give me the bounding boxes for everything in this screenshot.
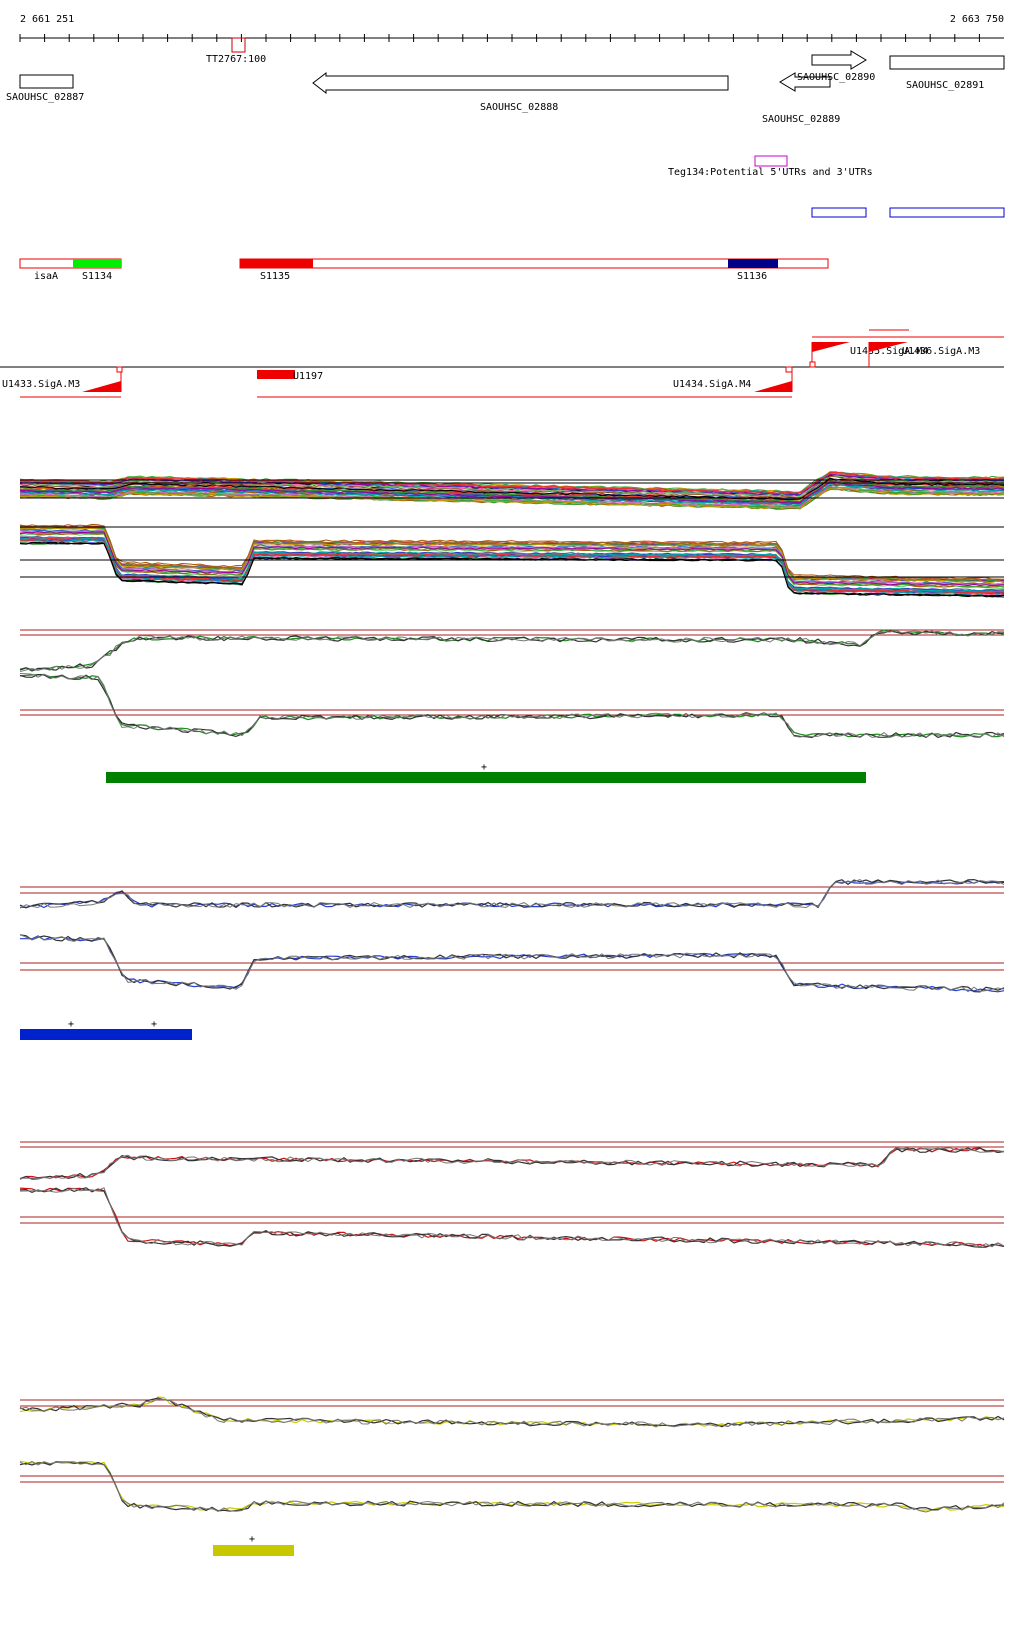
gene-SAOUHSC-02889[interactable] (779, 72, 831, 92)
segment-bar-blue[interactable] (20, 1029, 192, 1040)
plus-marker: + (249, 1534, 255, 1545)
coordinate-ruler: 2 661 251 2 663 750 (19, 14, 1004, 42)
promoter-label: U1435.SigA.M4 (850, 346, 928, 357)
overview-forward-line (19, 475, 1005, 498)
forward-strand-line (19, 1397, 1005, 1428)
expression-panel-2 (19, 878, 1005, 993)
promoter-label: U1197 (293, 371, 323, 382)
srna-label: isaA (34, 271, 58, 282)
gene-SAOUHSC-02888[interactable] (312, 71, 729, 95)
segment-bar-green[interactable] (106, 772, 866, 783)
srna-S1134[interactable] (73, 259, 121, 268)
srna-label: S1134 (82, 271, 112, 282)
reverse-strand-line (19, 673, 1005, 739)
end-coordinate: 2 663 750 (950, 14, 1004, 25)
expression-overview (19, 471, 1005, 598)
reverse-strand-line (19, 1461, 1005, 1512)
overview-reverse-line (19, 523, 1005, 580)
reverse-strand-line (19, 1460, 1005, 1513)
utr-track: Teg134:Potential 5'UTRs and 3'UTRs (668, 155, 873, 178)
expression-panel-3 (19, 1141, 1005, 1248)
forward-strand-line (19, 629, 1005, 671)
overview-forward-line (19, 483, 1005, 506)
reverse-strand-line (19, 1187, 1005, 1248)
promoter-label: U1436.SigA.M3 (902, 346, 980, 357)
promoter-U1197[interactable] (257, 370, 295, 379)
gene-label: SAOUHSC_02887 (6, 92, 84, 103)
promoter-label: U1433.SigA.M3 (2, 379, 80, 390)
plus-marker: + (481, 762, 487, 773)
forward-strand-line (19, 1147, 1005, 1180)
promoter-U1434[interactable] (754, 381, 792, 392)
gene-track: SAOUHSC_02887 TT2767:100 SAOUHSC_02888 S… (6, 37, 1005, 125)
utr-Teg134[interactable] (754, 155, 788, 167)
expression-panel-1 (19, 629, 1005, 739)
start-coordinate: 2 661 251 (20, 14, 74, 25)
srna-label: S1135 (260, 271, 290, 282)
srna-S1135[interactable] (240, 259, 313, 268)
overview-reverse-line (19, 527, 1005, 583)
reverse-strand-line (19, 934, 1005, 993)
plus-marker: + (151, 1019, 157, 1030)
gene-SAOUHSC-02887[interactable] (19, 74, 74, 89)
promoter-track: U1433.SigA.M3 U1197 U1434.SigA.M4 U1435.… (0, 329, 1004, 398)
overview-forward-line (19, 485, 1005, 508)
terminator-label: TT2767:100 (206, 54, 266, 65)
reverse-strand-line (19, 1187, 1005, 1248)
expression-panel-4 (19, 1396, 1005, 1513)
gene-label: SAOUHSC_02890 (797, 72, 875, 83)
forward-strand-line (19, 1398, 1005, 1428)
gene-label: SAOUHSC_02888 (480, 102, 558, 113)
forward-strand-line (19, 878, 1005, 909)
forward-strand-line (19, 879, 1005, 909)
ruler-ticks (19, 34, 980, 42)
region-box[interactable] (811, 207, 867, 218)
overview-forward-line (19, 475, 1005, 499)
overview-reverse-line (19, 531, 1005, 587)
gene-label: SAOUHSC_02889 (762, 114, 840, 125)
srna-S1136[interactable] (728, 259, 778, 268)
region-box[interactable] (889, 207, 1005, 218)
terminator-TT2767[interactable] (231, 37, 246, 53)
region-box-track (811, 207, 1005, 218)
promoter-label: U1434.SigA.M4 (673, 379, 751, 390)
gene-SAOUHSC-02890[interactable] (811, 50, 867, 70)
gene-label: SAOUHSC_02891 (906, 80, 984, 91)
srna-label: S1136 (737, 271, 767, 282)
utr-label: Teg134:Potential 5'UTRs and 3'UTRs (668, 167, 873, 178)
forward-strand-line (19, 1147, 1005, 1180)
segment-bar-yellow[interactable] (213, 1545, 294, 1556)
overview-forward-line (19, 471, 1005, 494)
srna-track: isaA S1134 S1135 S1136 (19, 258, 829, 282)
overview-reverse-line (19, 541, 1005, 598)
gene-SAOUHSC-02891[interactable] (889, 55, 1005, 70)
reverse-strand-line (19, 673, 1005, 739)
plus-marker: + (68, 1019, 74, 1030)
promoter-U1433[interactable] (82, 381, 121, 392)
promoter-U1436[interactable] (869, 342, 908, 352)
forward-strand-line (19, 629, 1005, 673)
promoter-U1435[interactable] (812, 342, 850, 352)
overview-forward-line (19, 488, 1005, 509)
